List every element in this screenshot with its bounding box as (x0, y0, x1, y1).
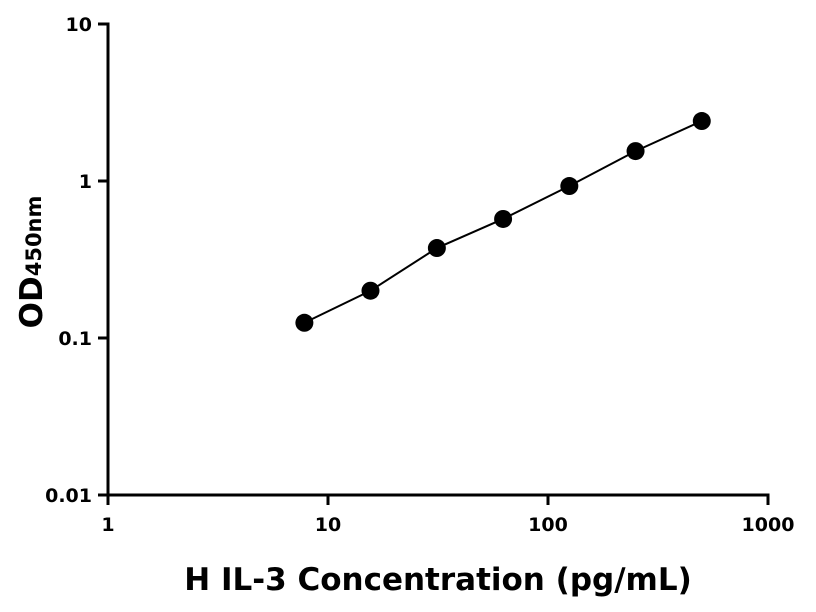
y-tick-label: 0.01 (45, 485, 92, 507)
data-point (427, 239, 446, 258)
x-axis-label: H IL-3 Concentration (pg/mL) (184, 562, 692, 598)
data-point (692, 112, 711, 131)
data-point (626, 142, 645, 161)
y-axis-label-subscript: 450nm (22, 196, 46, 277)
y-axis-label-main: OD (14, 276, 50, 328)
y-tick-label: 1 (79, 171, 92, 193)
x-tick-label: 1 (101, 514, 114, 536)
y-axis-label: OD450nm (14, 196, 50, 329)
data-point (361, 281, 380, 300)
data-point (560, 177, 579, 196)
y-tick-label: 0.1 (58, 328, 92, 350)
y-tick-label: 10 (66, 14, 92, 36)
x-tick-label: 10 (315, 514, 341, 536)
x-tick-label: 1000 (742, 514, 795, 536)
x-tick-label: 100 (528, 514, 568, 536)
data-point (295, 313, 314, 332)
data-point (494, 209, 513, 228)
